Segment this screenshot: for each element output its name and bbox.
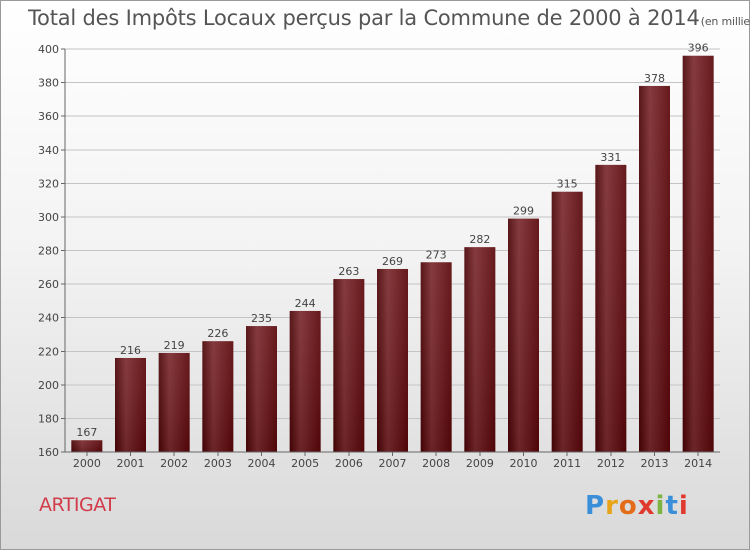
proxiti-logo[interactable]: Proxiti bbox=[585, 491, 689, 521]
x-tick-label-2010: 2010 bbox=[510, 457, 538, 470]
bar-shade-2005 bbox=[289, 310, 321, 452]
bar-shade-2007 bbox=[377, 268, 408, 452]
bar-shade-2002 bbox=[158, 352, 190, 452]
value-label-2010: 299 bbox=[513, 205, 534, 218]
x-tick-label-2014: 2014 bbox=[684, 457, 712, 470]
y-tick-label-200: 200 bbox=[38, 379, 59, 392]
y-tick-label-340: 340 bbox=[38, 144, 59, 157]
bar-shade-2013 bbox=[639, 85, 670, 453]
logo-letter: x bbox=[637, 491, 656, 521]
x-tick-label-2008: 2008 bbox=[422, 457, 450, 470]
bar-shade-2009 bbox=[464, 247, 496, 452]
x-axis-ticks: 2000 2001 2002 2003 2004 2005 2006 2007 2008 2009… bbox=[73, 452, 712, 470]
y-tick-label-220: 220 bbox=[38, 345, 59, 358]
value-labels: 167 216 219 226 235 244 263 269 273 282 299 315 331 3… bbox=[76, 42, 708, 440]
x-tick-label-2000: 2000 bbox=[73, 457, 101, 470]
value-label-2006: 263 bbox=[338, 265, 359, 278]
x-tick-label-2001: 2001 bbox=[117, 457, 145, 470]
value-label-2001: 216 bbox=[120, 344, 141, 357]
value-label-2000: 167 bbox=[76, 426, 97, 439]
bars bbox=[71, 55, 714, 453]
bar-shade-2006 bbox=[333, 279, 365, 452]
bar-shade-2000 bbox=[71, 440, 103, 452]
x-tick-label-2009: 2009 bbox=[466, 457, 494, 470]
logo-letter: P bbox=[585, 491, 606, 521]
y-tick-label-400: 400 bbox=[38, 43, 59, 56]
y-tick-label-180: 180 bbox=[38, 412, 59, 425]
logo-letter: i bbox=[655, 491, 666, 521]
bar-shade-2008 bbox=[420, 262, 452, 452]
logo-letter: o bbox=[618, 491, 638, 521]
x-tick-label-2002: 2002 bbox=[160, 457, 188, 470]
x-tick-label-2007: 2007 bbox=[379, 457, 407, 470]
chart-title: Total des Impôts Locaux perçus par la Co… bbox=[28, 6, 750, 30]
logo-letter: i bbox=[678, 491, 689, 521]
title-unit: (en milliers d'€) bbox=[700, 15, 750, 28]
x-tick-label-2013: 2013 bbox=[641, 457, 669, 470]
value-label-2012: 331 bbox=[600, 151, 621, 164]
commune-name: ARTIGAT bbox=[39, 494, 116, 516]
y-tick-label-240: 240 bbox=[38, 312, 59, 325]
value-label-2002: 219 bbox=[164, 339, 185, 352]
y-tick-label-300: 300 bbox=[38, 211, 59, 224]
value-label-2005: 244 bbox=[295, 297, 316, 310]
y-tick-label-260: 260 bbox=[38, 278, 59, 291]
bar-shade-2003 bbox=[202, 341, 234, 452]
y-tick-label-320: 320 bbox=[38, 177, 59, 190]
y-tick-label-360: 360 bbox=[38, 110, 59, 123]
x-tick-label-2005: 2005 bbox=[291, 457, 319, 470]
y-tick-label-160: 160 bbox=[38, 446, 59, 459]
x-tick-label-2006: 2006 bbox=[335, 457, 363, 470]
logo-letter: t bbox=[665, 491, 679, 521]
value-label-2011: 315 bbox=[557, 178, 578, 191]
x-tick-label-2011: 2011 bbox=[553, 457, 581, 470]
y-tick-label-280: 280 bbox=[38, 245, 59, 258]
bar-shade-2011 bbox=[551, 191, 583, 452]
value-label-2008: 273 bbox=[426, 248, 447, 261]
y-axis-ticks: 160 180 200 220 240 260 280 300 320 340 360 380 400 bbox=[38, 43, 65, 459]
bar-shade-2004 bbox=[246, 326, 277, 452]
value-label-2007: 269 bbox=[382, 255, 403, 268]
value-label-2014: 396 bbox=[688, 42, 709, 55]
x-tick-label-2003: 2003 bbox=[204, 457, 232, 470]
value-label-2013: 378 bbox=[644, 72, 665, 85]
value-label-2004: 235 bbox=[251, 312, 272, 325]
x-tick-label-2012: 2012 bbox=[597, 457, 625, 470]
value-label-2009: 282 bbox=[469, 233, 490, 246]
bar-shade-2001 bbox=[115, 357, 146, 452]
bar-shade-2014 bbox=[682, 55, 714, 452]
bar-shade-2012 bbox=[595, 164, 627, 453]
title-text: Total des Impôts Locaux perçus par la Co… bbox=[28, 6, 700, 30]
logo-letter: r bbox=[605, 491, 619, 521]
bar-shade-2010 bbox=[508, 218, 539, 452]
x-tick-label-2004: 2004 bbox=[248, 457, 276, 470]
y-tick-label-380: 380 bbox=[38, 77, 59, 90]
value-label-2003: 226 bbox=[207, 327, 228, 340]
